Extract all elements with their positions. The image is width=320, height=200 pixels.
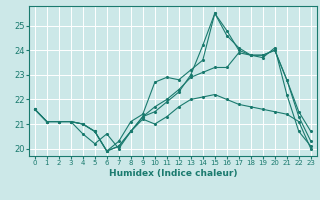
X-axis label: Humidex (Indice chaleur): Humidex (Indice chaleur) (108, 169, 237, 178)
